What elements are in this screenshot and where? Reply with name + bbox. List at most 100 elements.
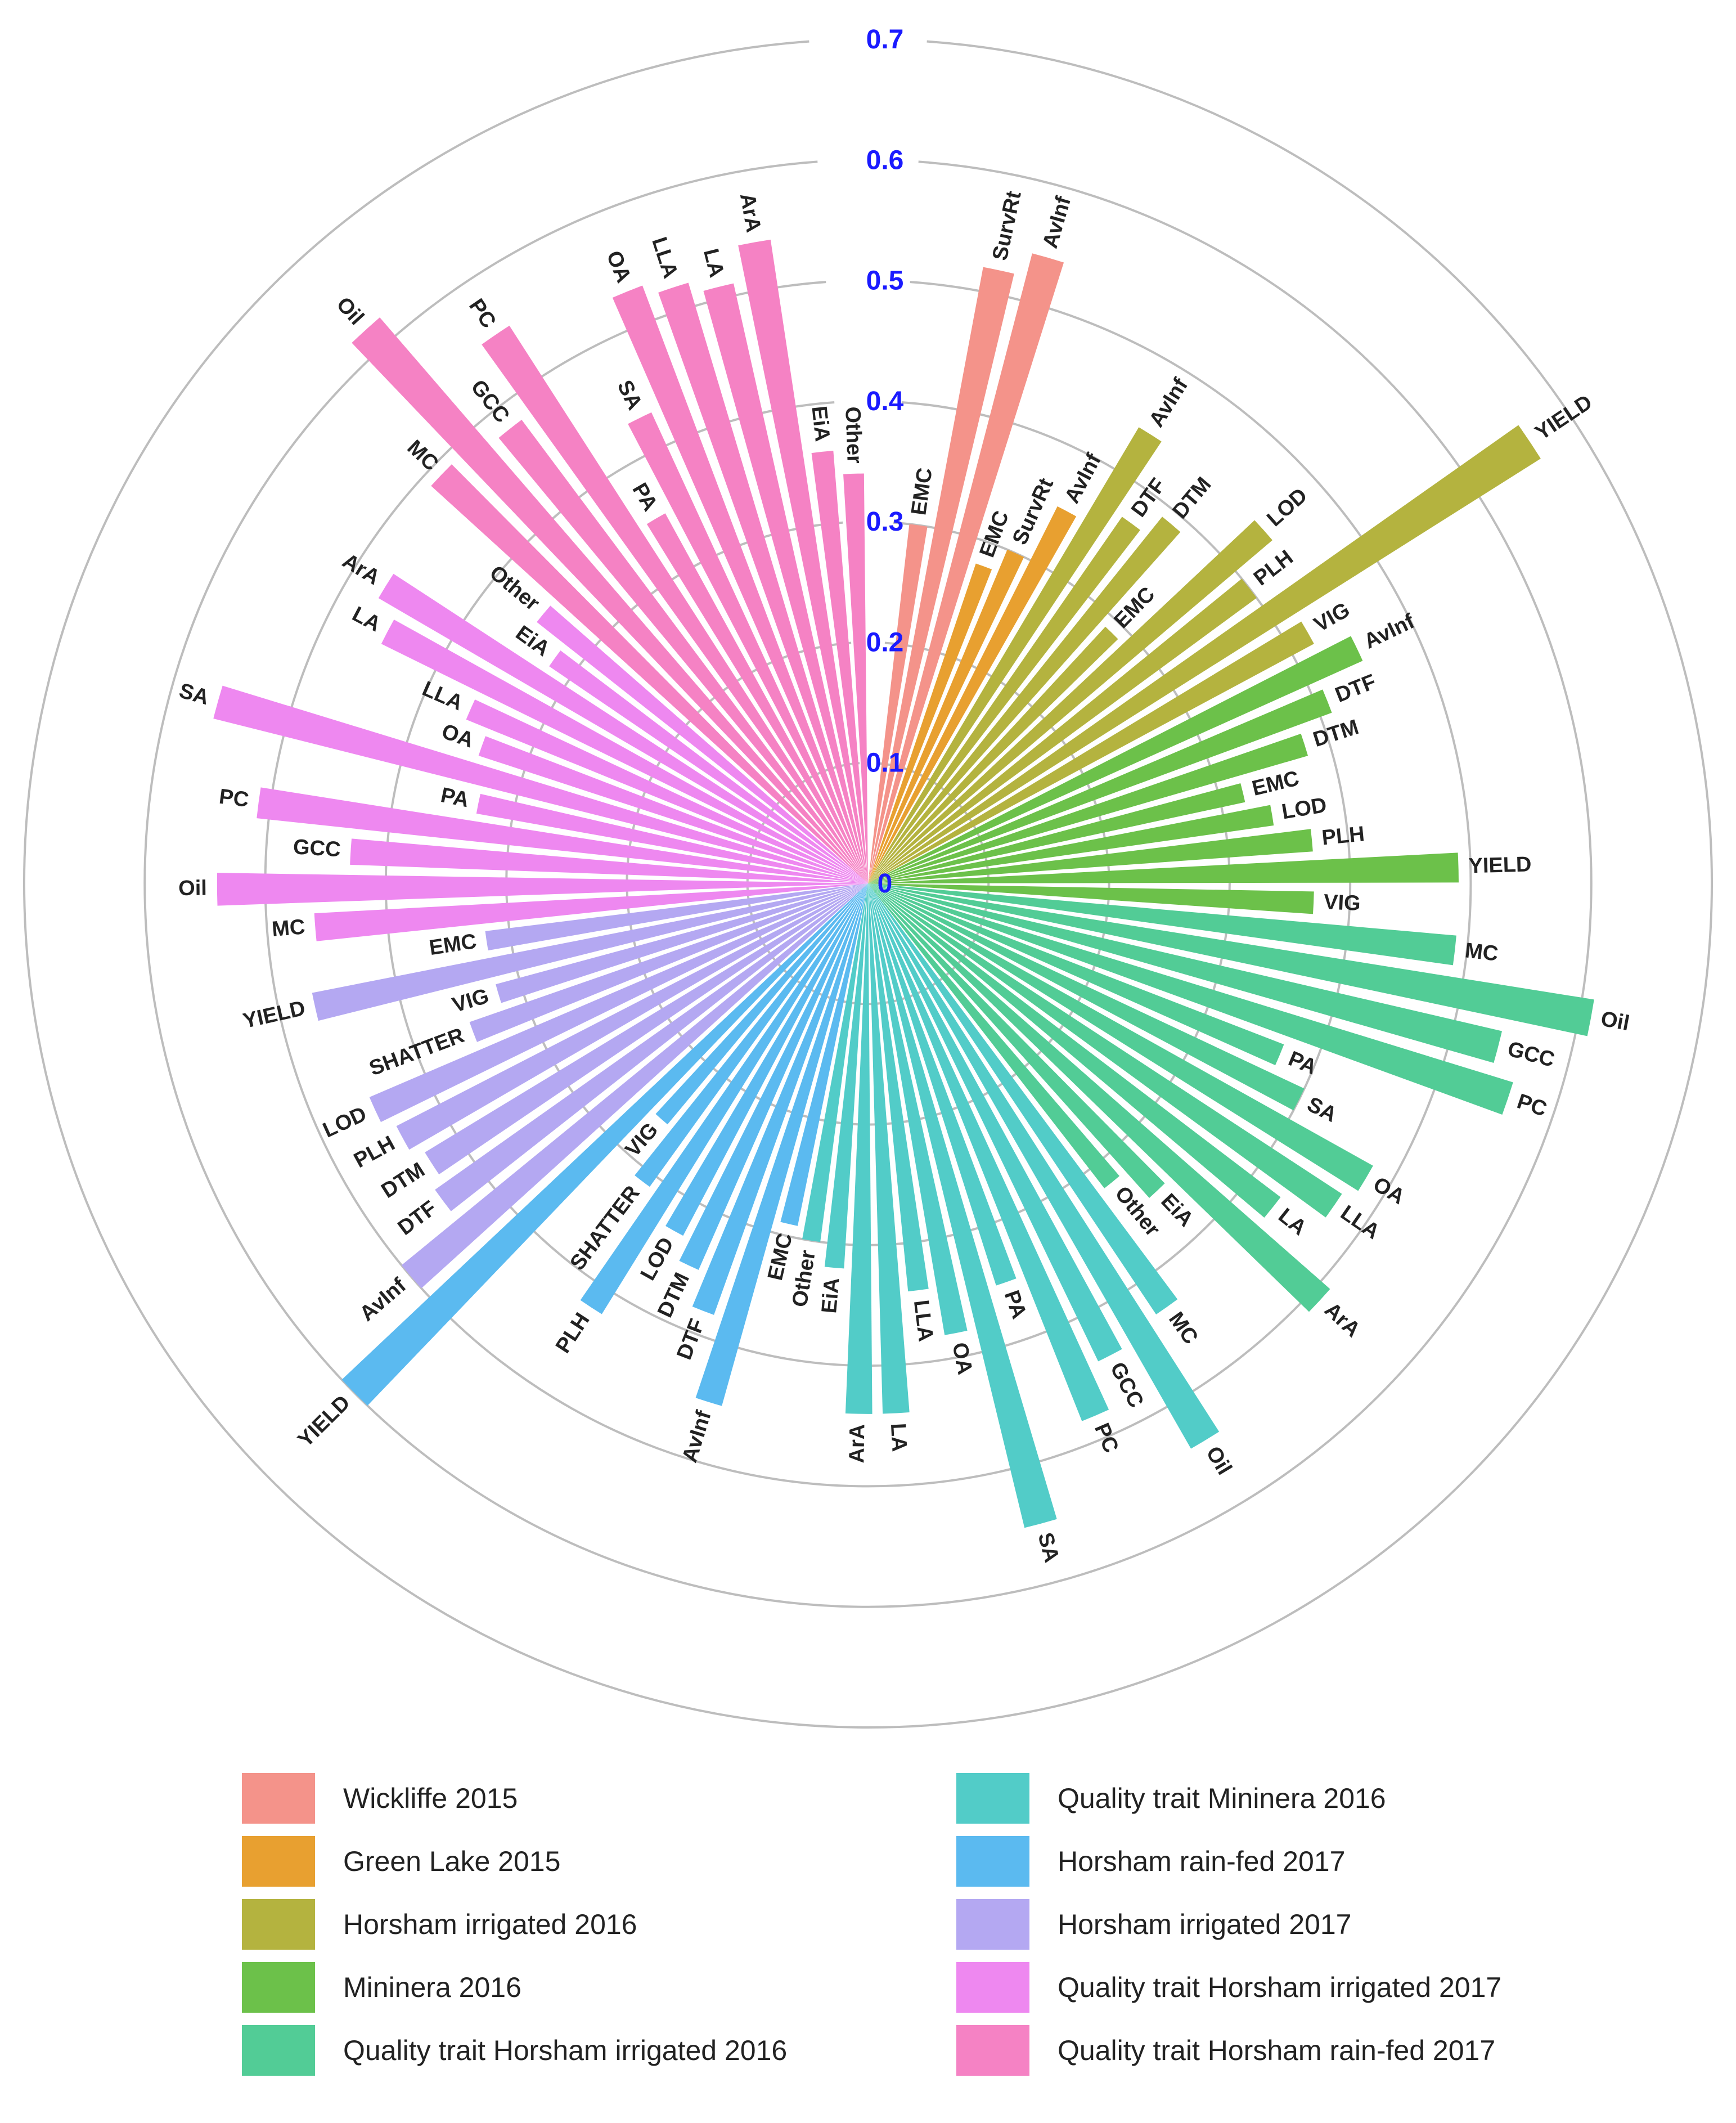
bar xyxy=(868,883,910,1414)
legend-label: Quality trait Mininera 2016 xyxy=(1058,1783,1386,1814)
legend-item: Green Lake 2015 xyxy=(242,1830,939,1893)
bar xyxy=(780,883,868,1226)
bar xyxy=(868,621,1314,883)
bar-label: ArA xyxy=(735,191,766,234)
bar-label: PA xyxy=(1285,1047,1320,1079)
bar-label: VIG xyxy=(449,984,492,1017)
radial-axis-ticks: 0 0.1 0.2 0.3 0.4 0.5 0.6 0.7 xyxy=(866,25,904,899)
gridline-ring xyxy=(143,160,1593,1608)
bar-label: YIELD xyxy=(1468,852,1532,878)
legend-swatch xyxy=(956,1773,1029,1824)
bar xyxy=(868,733,1308,883)
legend-column-right: Quality trait Mininera 2016 Horsham rain… xyxy=(956,1767,1654,2082)
bar-label: PC xyxy=(464,295,500,333)
bars xyxy=(213,239,1594,1528)
bar xyxy=(868,506,1077,883)
legend-label: Green Lake 2015 xyxy=(343,1846,561,1877)
bar xyxy=(695,883,868,1406)
bar-label: Oil xyxy=(178,877,207,900)
legend-swatch xyxy=(956,1899,1029,1950)
bar xyxy=(868,805,1274,883)
bar xyxy=(868,520,1272,883)
bar-label: AvInf xyxy=(1038,194,1076,251)
axis-tick-label: 0.5 xyxy=(866,266,904,296)
bar xyxy=(868,783,1245,883)
axis-tick-label: 0.7 xyxy=(866,25,904,55)
bar xyxy=(868,883,1502,1063)
gridline-ring xyxy=(23,40,1713,1729)
legend-item: Horsham rain-fed 2017 xyxy=(956,1830,1654,1893)
bar xyxy=(469,883,868,1042)
bar xyxy=(352,317,868,883)
bar xyxy=(549,650,868,883)
bar-label: SA xyxy=(1033,1530,1063,1565)
bar-label: Oil xyxy=(332,293,368,330)
bar xyxy=(485,883,868,951)
bar-label: PLH xyxy=(551,1309,595,1358)
bar xyxy=(868,883,1594,1036)
gridline-ring xyxy=(264,281,1472,1488)
bar xyxy=(811,451,868,883)
bar xyxy=(496,883,868,1003)
bar xyxy=(312,883,868,1021)
bar-label: PC xyxy=(1514,1089,1549,1121)
bar-label: AvInf xyxy=(678,1408,716,1465)
bar-label: Oil xyxy=(1599,1007,1631,1036)
bar xyxy=(655,883,868,1125)
legend-swatch xyxy=(956,2025,1029,2076)
bar xyxy=(868,883,1120,1188)
bar-label: VIG xyxy=(1323,890,1361,915)
bar xyxy=(868,883,1178,1314)
bar xyxy=(431,464,868,883)
bar-label: OA xyxy=(947,1340,977,1376)
bar-label: EiA xyxy=(807,405,834,443)
legend-label: Horsham irrigated 2017 xyxy=(1058,1909,1352,1940)
bar-label: LA xyxy=(1274,1204,1311,1240)
bar xyxy=(537,605,868,883)
bar xyxy=(868,883,968,1335)
bar-label: EMC xyxy=(907,466,937,517)
bar-label: LLA xyxy=(419,677,466,715)
bar xyxy=(868,636,1363,883)
bar-label: YIELD xyxy=(294,1391,355,1452)
bar xyxy=(679,883,868,1270)
bar xyxy=(843,473,868,883)
bar-label: AvInf xyxy=(1360,609,1418,654)
bar-label: LLA xyxy=(647,234,682,281)
bar-label: SA xyxy=(177,679,212,710)
axis-tick-label: 0 xyxy=(878,869,893,899)
bar-label: SA xyxy=(1303,1093,1341,1127)
bar xyxy=(868,883,1122,1362)
bar xyxy=(646,513,868,883)
bar xyxy=(580,883,868,1314)
axis-tick-label: 0.4 xyxy=(866,387,904,416)
bar xyxy=(868,883,1314,914)
legend-item: Quality trait Horsham irrigated 2016 xyxy=(242,2019,939,2082)
bar-label: AvInf xyxy=(1145,374,1193,432)
bar xyxy=(868,883,1373,1191)
bar xyxy=(868,689,1332,883)
bar-label: Other xyxy=(840,406,866,464)
legend-swatch xyxy=(956,1962,1029,2013)
bar-label: ArA xyxy=(1320,1298,1365,1342)
bar xyxy=(868,517,1140,883)
bar-label: YIELD xyxy=(1531,391,1596,445)
bar-label: PA xyxy=(1000,1287,1031,1322)
axis-tick-label: 0.2 xyxy=(866,627,904,657)
bar-label: PC xyxy=(1090,1420,1123,1456)
bar xyxy=(612,285,868,883)
legend-label: Quality trait Horsham irrigated 2016 xyxy=(343,2035,788,2066)
bar xyxy=(482,325,868,883)
bar xyxy=(665,883,868,1236)
bar-label: DTF xyxy=(394,1196,441,1240)
bar xyxy=(868,427,1162,883)
bar xyxy=(217,873,868,906)
legend-item: Quality trait Horsham rain-fed 2017 xyxy=(956,2019,1654,2082)
bar xyxy=(401,883,868,1289)
bar xyxy=(381,620,868,883)
bar-label: VIG xyxy=(1310,598,1354,637)
legend-item: Horsham irrigated 2017 xyxy=(956,1893,1654,1956)
bar-label: LLA xyxy=(909,1299,938,1343)
bar xyxy=(466,699,868,883)
